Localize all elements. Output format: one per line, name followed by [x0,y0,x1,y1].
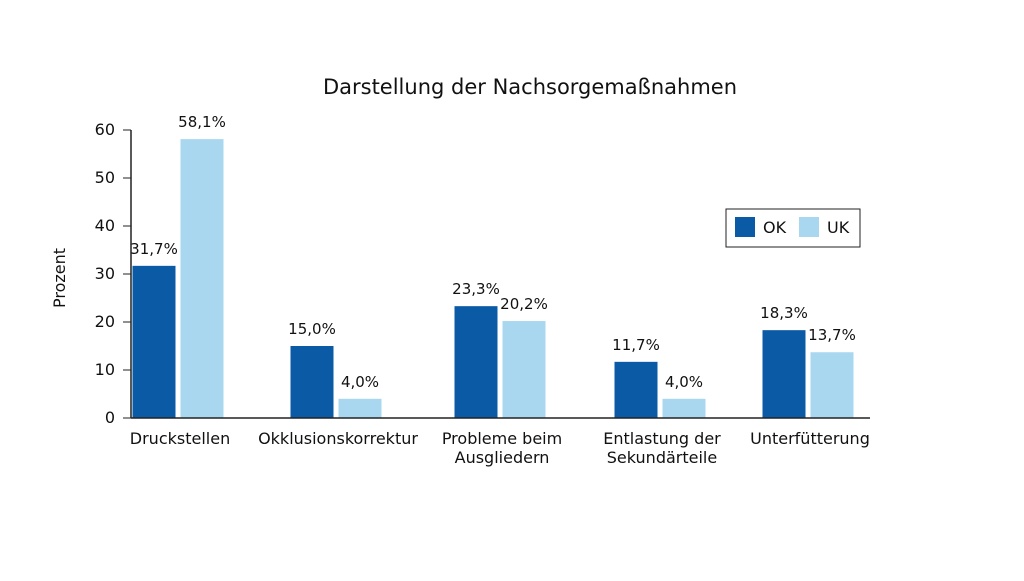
y-tick-label: 50 [95,168,115,187]
y-axis-label: Prozent [50,248,69,308]
bar-uk-4 [810,352,854,418]
y-tick-label: 20 [95,312,115,331]
x-category-label-2: Probleme beim Ausgliedern [442,429,562,467]
y-tick-label: 0 [105,408,115,427]
x-category-label-4: Unterfütterung [750,429,870,448]
bar-label-uk-2: 20,2% [500,295,548,313]
legend-swatch-ok [735,217,755,237]
legend-label-uk: UK [827,218,850,237]
bar-uk-0 [180,139,224,418]
legend: OK UK [725,208,861,248]
x-axis-labels: Druckstellen Okklusionskorrektur Probleme … [130,429,870,467]
x-category-label-1: Okklusionskorrektur [258,429,418,448]
x-category-line-2-1: Ausgliedern [455,448,550,467]
bar-ok-3 [614,361,658,418]
chart-title: Darstellung der Nachsorgemaßnahmen [323,75,737,99]
bar-label-ok-0: 31,7% [130,240,178,258]
bar-label-uk-1: 4,0% [341,373,379,391]
y-tick-label: 10 [95,360,115,379]
y-tick-label: 30 [95,264,115,283]
y-tick-label: 40 [95,216,115,235]
bar-ok-0 [132,265,176,418]
bar-label-uk-0: 58,1% [178,113,226,131]
bar-ok-1 [290,346,334,418]
x-category-label-0: Druckstellen [130,429,230,448]
bar-label-ok-2: 23,3% [452,280,500,298]
bar-label-uk-3: 4,0% [665,373,703,391]
bar-uk-2 [502,321,546,418]
x-category-line-0-0: Druckstellen [130,429,230,448]
x-category-line-1-0: Okklusionskorrektur [258,429,418,448]
bars-group [132,139,854,418]
bar-ok-4 [762,330,806,418]
x-category-line-4-0: Unterfütterung [750,429,870,448]
bar-uk-3 [662,398,706,418]
x-category-line-3-1: Sekundärteile [607,448,717,467]
x-category-line-2-0: Probleme beim [442,429,562,448]
y-axis-ticks: 0 10 20 30 40 50 60 [95,120,131,427]
bar-uk-1 [338,398,382,418]
legend-swatch-uk [799,217,819,237]
legend-label-ok: OK [763,218,787,237]
bar-label-ok-1: 15,0% [288,320,336,338]
bar-ok-2 [454,306,498,418]
x-category-label-3: Entlastung der Sekundärteile [603,429,721,467]
x-category-line-3-0: Entlastung der [603,429,721,448]
bar-label-ok-3: 11,7% [612,336,660,354]
y-tick-label: 60 [95,120,115,139]
bar-value-labels: 31,7% 58,1% 15,0% 4,0% 23,3%20,2% 11,7% 4,0% 18… [130,113,856,391]
bar-label-uk-4: 13,7% [808,326,856,344]
bar-label-ok-4: 18,3% [760,304,808,322]
